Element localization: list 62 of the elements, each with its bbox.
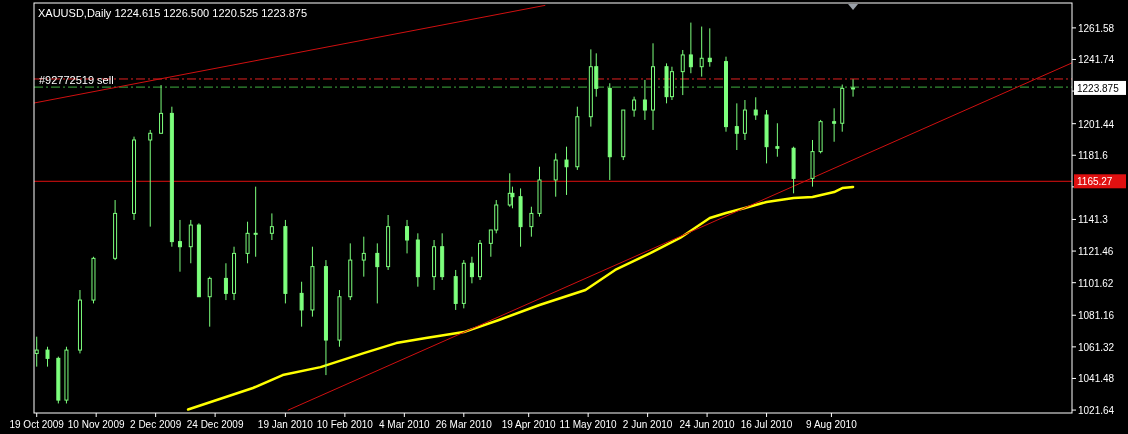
candlestick — [553, 152, 558, 198]
x-tick-label: 9 Aug 2010 — [806, 419, 858, 430]
candlestick — [405, 219, 410, 254]
y-tick-label: 1261.58 — [1078, 22, 1115, 34]
x-tick-label: 10 Feb 2010 — [316, 419, 374, 430]
candlestick — [361, 236, 366, 278]
y-tick-label: 1121.46 — [1078, 246, 1114, 258]
candlestick — [851, 78, 856, 98]
ref-line-label: #92772519 sell — [39, 74, 114, 87]
candlestick — [699, 26, 704, 78]
candlestick — [707, 27, 712, 68]
candlestick — [299, 281, 304, 328]
y-tick-label: 1081.16 — [1078, 310, 1115, 322]
candlestick — [469, 256, 474, 284]
y-tick-label: 1021.64 — [1078, 405, 1115, 417]
candlestick — [207, 276, 212, 328]
candlestick — [269, 212, 274, 241]
candlestick — [375, 242, 380, 304]
candlestick — [253, 186, 258, 258]
y-tick-label: 1101.62 — [1078, 277, 1114, 289]
candlestick — [223, 262, 228, 301]
text: 1223.875 — [1077, 82, 1120, 94]
candlestick — [742, 99, 747, 141]
x-tick-label: 4 Mar 2010 — [379, 419, 431, 430]
line-series — [186, 185, 855, 411]
ref-line-label: 1165.27 — [1077, 176, 1113, 188]
candlestick — [688, 22, 693, 74]
candlestick — [159, 84, 164, 134]
y-tick-label: 1201.44 — [1078, 118, 1115, 130]
x-tick-label: 24 Jun 2010 — [679, 419, 736, 430]
x-tick-label: 16 Jul 2010 — [740, 419, 793, 430]
candlestick — [642, 79, 647, 121]
y-tick-label: 1041.48 — [1078, 373, 1115, 385]
y-tick-label: 1181.6 — [1078, 150, 1109, 162]
candlestick — [832, 107, 837, 143]
x-tick-label: 11 May 2010 — [559, 419, 618, 430]
x-tick-label: 2 Jun 2010 — [622, 419, 673, 430]
candlestick — [34, 336, 39, 368]
candlestick — [245, 221, 250, 264]
candlestick — [148, 129, 153, 228]
y-tick-label: 1141.3 — [1078, 214, 1109, 226]
y-tick-label: 1061.32 — [1078, 341, 1115, 353]
candlestick — [510, 186, 515, 209]
candlestick — [775, 122, 780, 158]
x-tick-label: 26 Mar 2010 — [435, 419, 493, 430]
candlestick — [529, 206, 534, 238]
candlestick — [680, 49, 685, 96]
x-tick-label: 2 Dec 2009 — [130, 419, 182, 430]
chart-title: XAUUSD,Daily 1224.615 1226.500 1220.525 1223.875 — [38, 7, 308, 19]
candlestick — [45, 346, 50, 368]
candlestick — [177, 219, 182, 273]
candlestick — [564, 146, 569, 196]
x-tick-label: 24 Dec 2009 — [186, 419, 244, 430]
x-tick-label: 19 Apr 2010 — [501, 419, 557, 430]
candlestick — [632, 96, 637, 118]
x-tick-label: 19 Jan 2010 — [257, 419, 314, 430]
x-tick-label: 19 Oct 2009 — [9, 419, 65, 430]
candlestick — [188, 219, 193, 264]
y-tick-label: 1241.74 — [1078, 54, 1115, 66]
x-tick-label: 10 Nov 2009 — [67, 419, 125, 430]
candlestick — [753, 96, 758, 121]
candlestick — [734, 102, 739, 151]
